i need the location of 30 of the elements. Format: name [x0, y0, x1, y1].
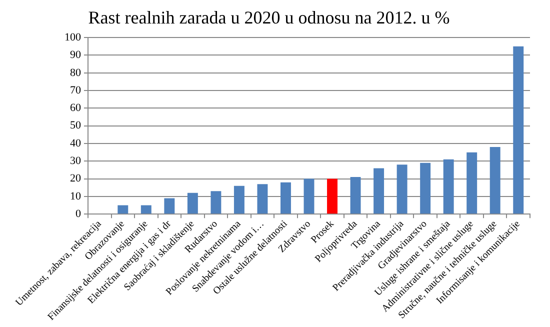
y-tick-label: 90	[70, 49, 82, 62]
bar	[234, 186, 244, 214]
y-tick-label: 80	[70, 66, 82, 79]
bar	[443, 159, 454, 214]
bar	[374, 168, 384, 214]
y-tick-label: 0	[76, 208, 82, 220]
bar	[513, 46, 524, 214]
bar	[187, 192, 198, 214]
bar	[118, 205, 128, 214]
y-tick-label: 100	[64, 31, 82, 44]
bar	[490, 147, 500, 214]
y-tick-label: 30	[70, 155, 82, 168]
chart-title: Rast realnih zarada u 2020 u odnosu na 2012. u %	[88, 8, 450, 28]
bar	[466, 152, 478, 214]
bar	[164, 198, 175, 214]
bar	[257, 184, 268, 214]
y-tick-label: 70	[70, 84, 82, 96]
bar	[350, 177, 361, 214]
bar	[396, 164, 408, 214]
bar	[420, 162, 431, 214]
y-tick-label: 20	[70, 172, 82, 185]
y-tick-label: 60	[70, 102, 82, 114]
bar	[304, 178, 314, 214]
y-tick-label: 50	[70, 120, 82, 132]
bar	[327, 178, 338, 214]
y-tick-label: 10	[70, 190, 82, 202]
bar	[280, 182, 291, 214]
bar	[210, 191, 222, 214]
bar	[140, 205, 152, 214]
y-tick-label: 40	[70, 137, 82, 150]
